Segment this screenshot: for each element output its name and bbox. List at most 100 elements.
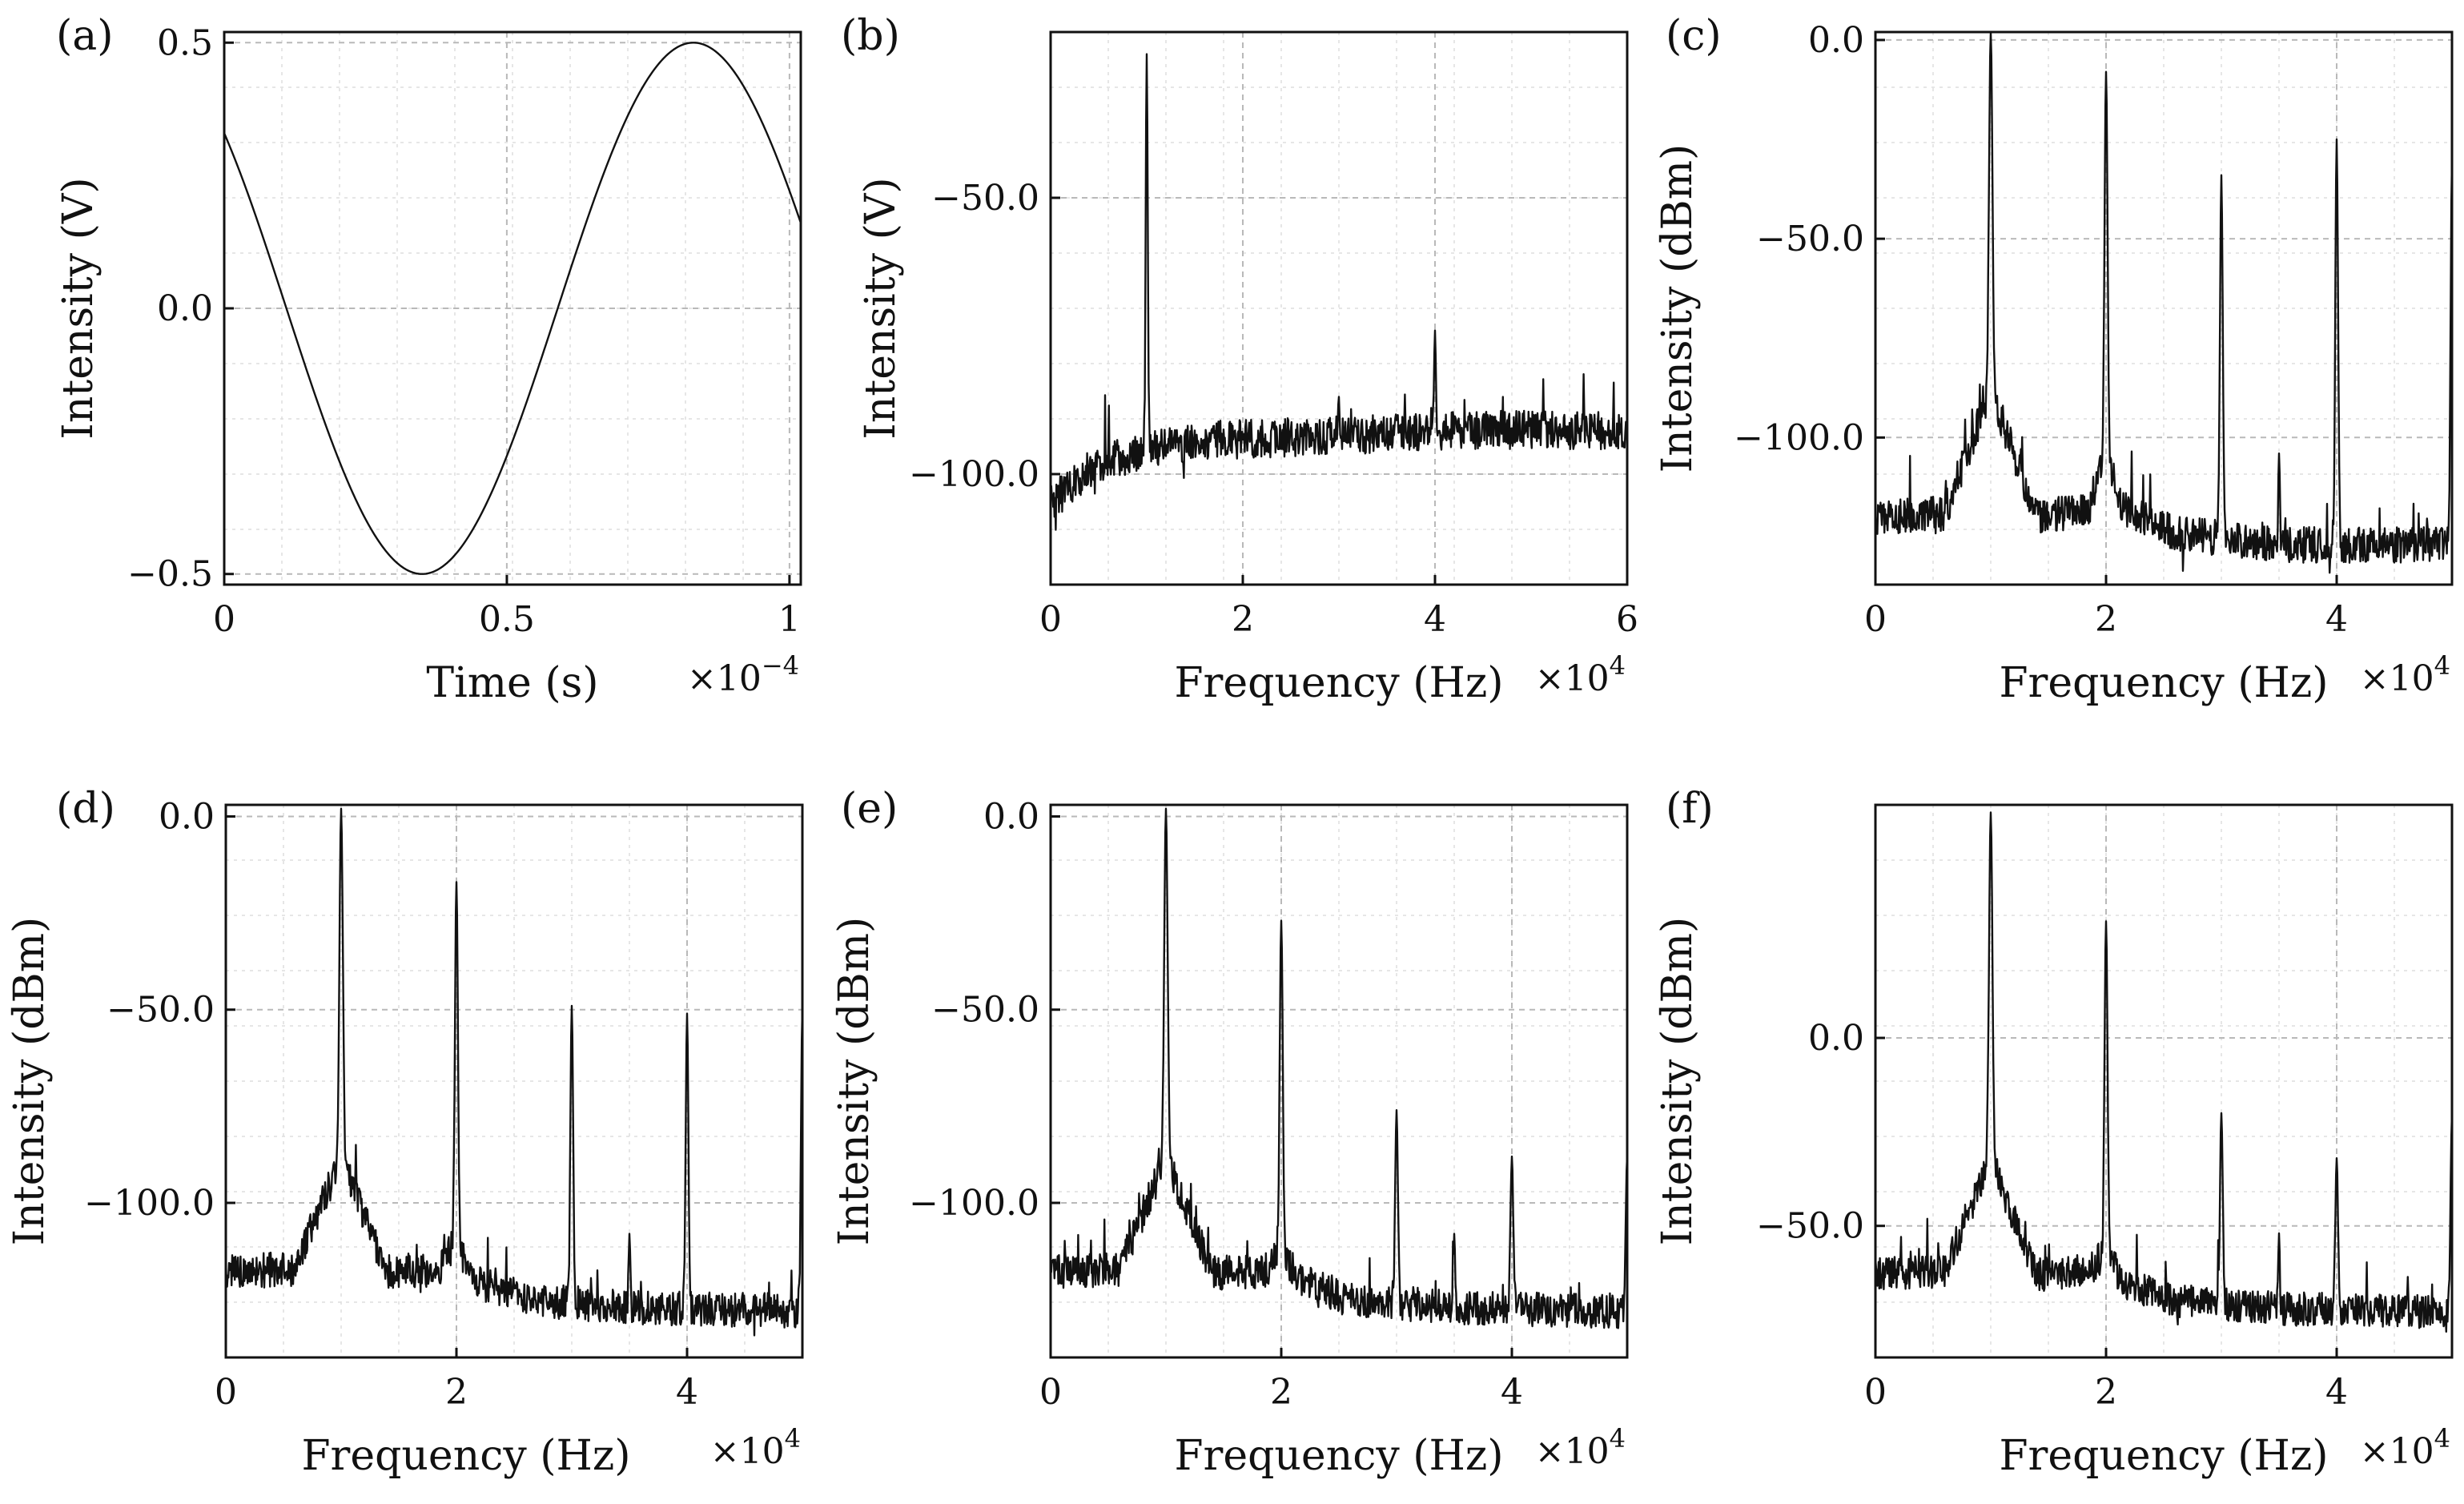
panel-label: (f) bbox=[1666, 785, 1714, 833]
x-multiplier: ×10−4 bbox=[687, 650, 799, 699]
x-tick-label: 4 bbox=[2325, 1372, 2348, 1413]
plot-frame bbox=[1874, 30, 2454, 586]
y-tick-label: 0.5 bbox=[157, 22, 213, 63]
y-axis-label: Intensity (dBm) bbox=[830, 917, 878, 1246]
panel-a: 0 0.5 1 −0.50.00.5 (a) Time (s) Intensity … bbox=[54, 12, 802, 707]
grid bbox=[1875, 805, 2452, 1357]
plot-frame bbox=[1049, 30, 1629, 586]
x-axis-label: Frequency (Hz) bbox=[1999, 1432, 2328, 1480]
panel-label: (c) bbox=[1666, 12, 1722, 60]
x-tick-label: 2 bbox=[2095, 599, 2117, 640]
x-tick-label: 4 bbox=[2325, 599, 2348, 640]
grid bbox=[223, 32, 801, 585]
panel-label: (e) bbox=[841, 785, 898, 833]
x-tick-label: 0 bbox=[215, 1372, 237, 1413]
ticks bbox=[224, 814, 689, 1357]
series-line bbox=[1874, 30, 2454, 574]
series-line bbox=[1049, 53, 1629, 531]
x-multiplier: ×104 bbox=[1535, 650, 1626, 699]
ticks bbox=[1049, 196, 1629, 585]
x-tick-labels: 0 2 4 bbox=[215, 1372, 698, 1413]
panel-label: (b) bbox=[841, 12, 900, 60]
x-tick-labels: 0 2 4 6 bbox=[1039, 599, 1638, 640]
y-tick-labels: −100.0 −50.0 0.0 bbox=[84, 796, 215, 1224]
x-tick-label: 0 bbox=[1864, 599, 1887, 640]
x-multiplier: ×104 bbox=[1535, 1423, 1626, 1472]
x-axis-label: Frequency (Hz) bbox=[1999, 659, 2328, 707]
x-tick-label: 0 bbox=[1864, 1372, 1887, 1413]
x-axis-label: Frequency (Hz) bbox=[1174, 659, 1503, 707]
y-tick-label: −100.0 bbox=[1734, 417, 1864, 458]
x-tick-labels: 0 2 4 bbox=[1864, 599, 2348, 640]
y-tick-labels: −50.0 0.0 bbox=[1756, 1018, 1864, 1247]
y-tick-label: 0.0 bbox=[157, 288, 213, 329]
x-multiplier: ×104 bbox=[2360, 650, 2450, 699]
ticks bbox=[1049, 814, 1513, 1357]
grid bbox=[225, 805, 802, 1357]
x-tick-label: 1 bbox=[778, 599, 801, 640]
y-tick-label: −100.0 bbox=[909, 454, 1039, 495]
y-tick-label: −50.0 bbox=[107, 990, 215, 1031]
ticks bbox=[1874, 1036, 2338, 1357]
grid bbox=[1050, 32, 1628, 585]
x-tick-label: 4 bbox=[676, 1372, 698, 1413]
y-tick-label: −50.0 bbox=[931, 178, 1039, 219]
y-tick-labels: −0.5 0.0 0.5 bbox=[127, 22, 213, 594]
y-tick-labels: −100.0 −50.0 0.0 bbox=[909, 796, 1039, 1224]
grid bbox=[1875, 32, 2452, 585]
plot-frame bbox=[224, 803, 804, 1359]
y-axis-label: Intensity (V) bbox=[54, 177, 102, 439]
panel-c: 0 2 4 −100.0 −50.0 0.0 (c) Frequency (Hz) In… bbox=[1654, 12, 2454, 707]
grid bbox=[1050, 805, 1627, 1357]
x-tick-labels: 0 0.5 1 bbox=[213, 599, 801, 640]
panel-label: (a) bbox=[56, 12, 114, 60]
y-tick-label: 0.0 bbox=[159, 796, 215, 837]
x-tick-label: 0 bbox=[1039, 1372, 1062, 1413]
y-axis-label: Intensity (dBm) bbox=[6, 917, 54, 1246]
y-axis-label: Intensity (dBm) bbox=[1654, 917, 1702, 1246]
y-axis-label: Intensity (V) bbox=[857, 177, 905, 439]
ticks bbox=[223, 41, 791, 585]
y-tick-label: 0.0 bbox=[1808, 20, 1864, 61]
plot-frame bbox=[1049, 803, 1629, 1359]
x-axis-label: Time (s) bbox=[426, 659, 598, 707]
x-tick-label: 2 bbox=[2095, 1372, 2117, 1413]
y-tick-labels: −100.0 −50.0 0.0 bbox=[1734, 20, 1864, 458]
y-tick-label: −100.0 bbox=[84, 1183, 215, 1224]
panel-f: 0 2 4 −50.0 0.0 (f) Frequency (Hz) Intensit… bbox=[1654, 785, 2454, 1480]
series-line bbox=[1049, 807, 1629, 1329]
series-line bbox=[223, 42, 802, 575]
series-line bbox=[1874, 811, 2454, 1333]
x-tick-label: 0.5 bbox=[479, 599, 535, 640]
x-multiplier: ×104 bbox=[2360, 1423, 2450, 1472]
ticks bbox=[1874, 38, 2338, 585]
y-tick-label: 0.0 bbox=[983, 796, 1039, 837]
x-tick-label: 6 bbox=[1616, 599, 1638, 640]
y-tick-labels: −100.0 −50.0 bbox=[909, 178, 1039, 495]
x-multiplier: ×104 bbox=[710, 1423, 801, 1472]
panel-d: 0 2 4 −100.0 −50.0 0.0 (d) Frequency (Hz) In… bbox=[6, 785, 804, 1480]
x-tick-label: 4 bbox=[1501, 1372, 1523, 1413]
x-tick-label: 2 bbox=[1232, 599, 1254, 640]
x-tick-labels: 0 2 4 bbox=[1864, 1372, 2348, 1413]
plot-frame bbox=[1874, 803, 2454, 1359]
y-tick-label: −50.0 bbox=[931, 990, 1039, 1031]
x-tick-labels: 0 2 4 bbox=[1039, 1372, 1523, 1413]
x-tick-label: 0 bbox=[1039, 599, 1062, 640]
x-tick-label: 2 bbox=[445, 1372, 468, 1413]
x-tick-label: 4 bbox=[1424, 599, 1446, 640]
x-axis-label: Frequency (Hz) bbox=[301, 1432, 630, 1480]
y-tick-label: 0.0 bbox=[1808, 1018, 1864, 1059]
x-axis-label: Frequency (Hz) bbox=[1174, 1432, 1503, 1480]
y-tick-label: −50.0 bbox=[1756, 1206, 1864, 1247]
y-tick-label: −50.0 bbox=[1756, 219, 1864, 259]
x-tick-label: 0 bbox=[213, 599, 235, 640]
series-line bbox=[224, 807, 804, 1337]
panel-e: 0 2 4 −100.0 −50.0 0.0 (e) Frequency (Hz) In… bbox=[830, 785, 1629, 1480]
y-tick-label: −100.0 bbox=[909, 1183, 1039, 1224]
panel-label: (d) bbox=[56, 785, 115, 833]
panel-b: 0 2 4 6 −100.0 −50.0 (b) Frequency (Hz) Inte… bbox=[841, 12, 1638, 707]
x-tick-label: 2 bbox=[1270, 1372, 1292, 1413]
y-axis-label: Intensity (dBm) bbox=[1654, 144, 1702, 473]
